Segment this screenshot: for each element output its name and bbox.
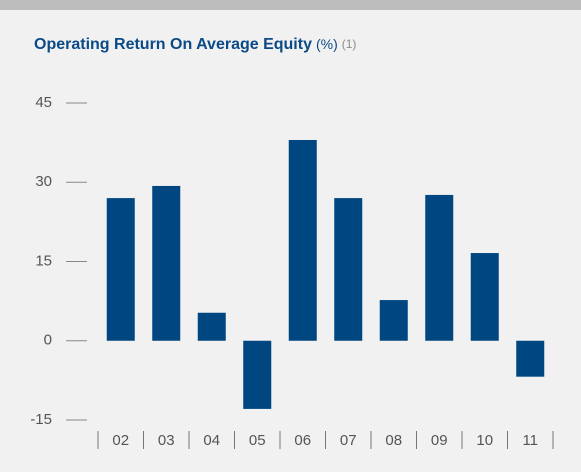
bar [152,185,181,341]
x-tick-label: 06 [294,432,311,449]
bar [243,340,272,409]
bar [516,340,545,377]
bar [106,198,135,341]
footnote: (1) [342,37,357,51]
x-tick-label: 05 [249,432,266,449]
y-tick-label: 30 [35,173,52,190]
y-tick-label: 0 [44,332,52,349]
bar [197,312,226,341]
bar [334,198,363,341]
top-band [0,0,581,10]
unit: (%) [316,36,338,52]
bar [288,139,317,341]
x-tick-label: 09 [431,432,448,449]
x-tick-label: 07 [340,432,357,449]
bar [425,194,454,341]
x-tick-label: 10 [476,432,493,449]
x-tick-label: 03 [158,432,175,449]
x-tick-label: 08 [385,432,402,449]
chart-title-group: Operating Return On Average Equity (%) (1) [34,36,356,54]
bar [379,300,408,341]
y-tick-label: 15 [35,252,52,269]
y-tick-label: 45 [35,94,52,111]
bar [470,253,499,341]
x-tick-label: 11 [522,432,538,449]
x-tick-label: 04 [203,432,220,449]
x-tick-label: 02 [112,432,129,449]
y-tick-label: -15 [30,411,52,428]
chart-title: Operating Return On Average Equity [34,36,312,53]
